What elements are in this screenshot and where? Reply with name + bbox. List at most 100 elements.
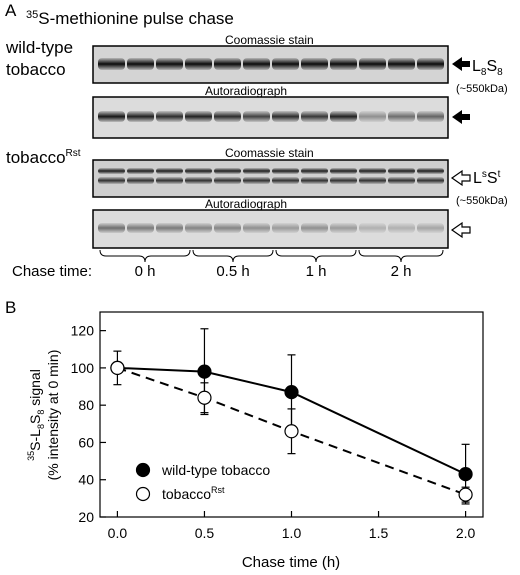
chase-time-brackets xyxy=(99,249,444,263)
data-point-series-0 xyxy=(197,364,212,379)
band-mut-autoradiograph xyxy=(359,223,386,233)
band-mut-coomassie xyxy=(272,168,299,174)
band-mut-coomassie xyxy=(185,168,212,174)
band-mut-autoradiograph xyxy=(330,223,357,233)
band-wt-coomassie xyxy=(359,58,386,70)
band-mut-autoradiograph xyxy=(98,223,125,233)
band-mut-coomassie xyxy=(156,177,183,184)
data-point-series-1 xyxy=(284,424,299,439)
band-wt-coomassie xyxy=(417,58,444,70)
band-mut-coomassie xyxy=(127,177,154,184)
series-line-0 xyxy=(117,366,467,476)
arrow-filled-icon xyxy=(452,110,470,124)
band-mut-coomassie xyxy=(185,177,212,184)
y-tick-label: 20 xyxy=(78,509,94,525)
legend-marker-mutant xyxy=(135,486,151,502)
band-wt-coomassie xyxy=(388,58,415,70)
chase-time-label: Chase time: xyxy=(12,263,92,280)
band-mut-coomassie xyxy=(214,177,241,184)
y-tick-label: 60 xyxy=(78,434,94,450)
strip-label-wt-autorad: Autoradiograph xyxy=(205,84,287,98)
size-label-wt: (~550kDa) xyxy=(456,83,508,95)
band-wt-autoradiograph xyxy=(243,111,270,122)
band-wt-autoradiograph xyxy=(388,111,415,122)
band-mut-coomassie xyxy=(243,177,270,184)
chase-group-2h: 2 h xyxy=(391,263,412,280)
data-point-series-0 xyxy=(458,467,473,482)
band-wt-autoradiograph xyxy=(214,111,241,122)
panel-b-label: B xyxy=(5,298,16,317)
band-mut-coomassie xyxy=(388,177,415,184)
band-mut-coomassie xyxy=(301,168,328,174)
band-mut-coomassie xyxy=(330,168,357,174)
legend-marker-wildtype xyxy=(135,462,151,478)
legend-label-mutant: tobaccoRst xyxy=(162,485,225,502)
series-layer xyxy=(110,328,473,505)
chase-group-1h: 1 h xyxy=(306,263,327,280)
band-wt-coomassie xyxy=(156,58,183,70)
band-mut-coomassie xyxy=(98,168,125,174)
band-mut-autoradiograph xyxy=(272,223,299,233)
band-mut-autoradiograph xyxy=(301,223,328,233)
band-mut-coomassie xyxy=(301,177,328,184)
band-mut-coomassie xyxy=(156,168,183,174)
band-mut-coomassie xyxy=(243,168,270,174)
x-tick-label: 1.5 xyxy=(369,525,389,541)
y-axis-label: 35S-L8S8 signal (% intensity at 0 min) xyxy=(26,350,61,481)
band-mut-coomassie xyxy=(417,177,444,184)
x-axis-label: Chase time (h) xyxy=(242,554,340,571)
gel-strip-wt-coomassie xyxy=(92,45,449,84)
x-tick-label: 0.0 xyxy=(108,525,128,541)
marker-mut-lsst: LsSt xyxy=(473,169,501,187)
wildtype-label-line1: wild-type xyxy=(5,38,73,57)
y-tick-label: 40 xyxy=(78,472,94,488)
data-point-series-1 xyxy=(458,487,473,502)
x-tick-label: 0.5 xyxy=(195,525,215,541)
band-wt-autoradiograph xyxy=(156,111,183,122)
arrow-open-icon xyxy=(450,221,471,239)
band-mut-autoradiograph xyxy=(417,223,444,233)
band-mut-coomassie xyxy=(98,177,125,184)
band-mut-coomassie xyxy=(330,177,357,184)
strip-label-mut-coomassie: Coomassie stain xyxy=(225,146,314,160)
chase-group-0h: 0 h xyxy=(135,263,156,280)
band-wt-coomassie xyxy=(214,58,241,70)
size-label-mut: (~550kDa) xyxy=(456,195,508,207)
band-wt-autoradiograph xyxy=(301,111,328,122)
band-mut-coomassie xyxy=(272,177,299,184)
band-wt-autoradiograph xyxy=(417,111,444,122)
band-wt-autoradiograph xyxy=(127,111,154,122)
band-wt-coomassie xyxy=(185,58,212,70)
band-wt-coomassie xyxy=(127,58,154,70)
band-wt-autoradiograph xyxy=(359,111,386,122)
band-mut-autoradiograph xyxy=(127,223,154,233)
arrow-filled-icon xyxy=(452,57,470,71)
svg-text:35S-L8S8 signal: 35S-L8S8 signal xyxy=(26,369,46,461)
gel-strip-mut-coomassie xyxy=(92,159,449,198)
series-line-1 xyxy=(117,366,466,496)
band-wt-coomassie xyxy=(98,58,125,70)
y-tick-label: 120 xyxy=(71,323,95,339)
band-wt-coomassie xyxy=(272,58,299,70)
band-wt-autoradiograph xyxy=(185,111,212,122)
band-mut-autoradiograph xyxy=(388,223,415,233)
band-mut-autoradiograph xyxy=(243,223,270,233)
band-mut-coomassie xyxy=(359,177,386,184)
band-wt-coomassie xyxy=(301,58,328,70)
mutant-label: tobaccoRst xyxy=(6,148,81,167)
x-tick-label: 1.0 xyxy=(282,525,302,541)
band-mut-coomassie xyxy=(214,168,241,174)
gel-strip-wt-autoradiograph xyxy=(92,96,449,139)
band-wt-coomassie xyxy=(330,58,357,70)
band-mut-coomassie xyxy=(388,168,415,174)
axis-ticks: 20 40 60 80 100 120 0.0 0.5 1.0 1.5 2.0 xyxy=(71,323,476,541)
band-wt-autoradiograph xyxy=(98,111,125,122)
legend-label-wildtype: wild-type tobacco xyxy=(161,462,270,478)
panel-a-label: A xyxy=(5,1,17,20)
panel-a-title: 35S-methionine pulse chase xyxy=(26,9,234,28)
band-mut-autoradiograph xyxy=(185,223,212,233)
data-point-series-1 xyxy=(110,360,125,376)
band-mut-coomassie xyxy=(127,168,154,174)
band-mut-autoradiograph xyxy=(156,223,183,233)
data-point-series-1 xyxy=(197,390,212,405)
